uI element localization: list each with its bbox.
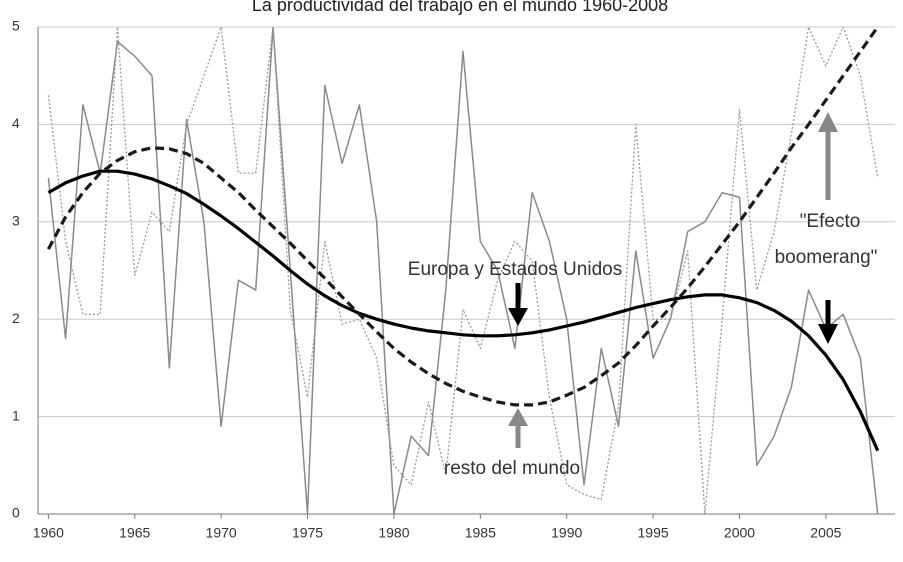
annotation: resto del mundo (444, 458, 580, 479)
x-tick-label: 1975 (292, 525, 323, 541)
x-tick-label: 1980 (378, 525, 409, 541)
y-tick-label: 5 (12, 18, 20, 34)
x-tick-label: 1960 (33, 525, 64, 541)
annotation: Europa y Estados Unidos (408, 259, 622, 280)
y-tick-label: 4 (12, 115, 20, 131)
y-tick-label: 2 (12, 310, 20, 326)
arrows (508, 112, 838, 448)
x-tick-label: 1985 (465, 525, 496, 541)
series-line (46, 27, 880, 407)
x-tick-label: 2005 (810, 525, 841, 541)
y-tick-label: 3 (12, 213, 20, 229)
x-tick-label: 1965 (119, 525, 150, 541)
x-tick-label: 1990 (551, 525, 582, 541)
x-tick-label: 1970 (206, 525, 237, 541)
y-tick-label: 1 (12, 407, 20, 423)
series-line (47, 169, 880, 452)
arrow-head (818, 112, 838, 132)
arrow-head (508, 308, 528, 326)
x-tick-label: 1995 (638, 525, 669, 541)
arrow-head (818, 324, 838, 344)
annotation: "Efecto (800, 211, 861, 232)
series-line (47, 27, 879, 514)
x-tick-label: 2000 (724, 525, 755, 541)
chart-title: La productividad del trabajo en el mundo… (252, 0, 668, 15)
arrow-head (508, 408, 528, 426)
series-line (47, 27, 879, 514)
y-tick-label: 0 (12, 505, 20, 521)
annotation: boomerang" (775, 247, 878, 268)
